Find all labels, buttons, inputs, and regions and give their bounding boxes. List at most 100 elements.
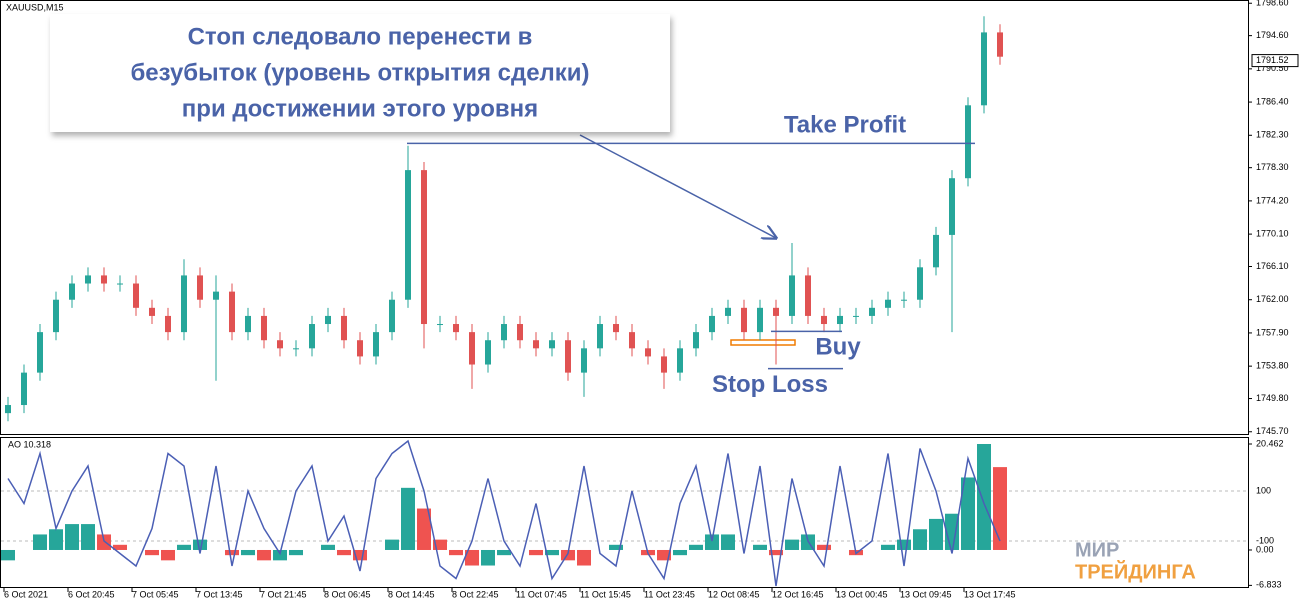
x-tick-label: 7 Oct 21:45 — [260, 589, 307, 599]
y-tick-label: 20.462 — [1256, 438, 1284, 448]
ao-bar — [465, 549, 479, 566]
y-tick-label: 1753.80 — [1256, 361, 1289, 371]
ao-bar — [241, 549, 255, 556]
y-tick-label: 1749.80 — [1256, 393, 1289, 403]
candle-body — [549, 340, 555, 349]
ao-bar — [481, 549, 495, 566]
candle-body — [421, 170, 427, 325]
level-label: Take Profit — [784, 112, 906, 139]
y-tick-label: 1762.00 — [1256, 294, 1289, 304]
candle-body — [821, 315, 827, 325]
main-frame — [0, 0, 1249, 435]
candle-body — [677, 348, 683, 373]
ao-bar — [657, 549, 671, 561]
ao-bar — [785, 539, 799, 550]
ao-bar — [417, 508, 431, 550]
candle-body — [325, 315, 331, 325]
candle-body — [613, 324, 619, 333]
arrow — [579, 134, 776, 238]
candle-body — [933, 234, 939, 268]
candle-body — [869, 307, 875, 316]
candle-body — [533, 340, 539, 349]
level-label: Buy — [815, 334, 861, 361]
ao-bar — [721, 534, 735, 550]
x-tick-label: 13 Oct 09:45 — [900, 589, 952, 599]
x-tick-label: 12 Oct 08:45 — [708, 589, 760, 599]
ao-bar — [289, 549, 303, 556]
ao-bar — [449, 549, 463, 556]
entry-box — [730, 339, 796, 346]
x-tick-label: 8 Oct 14:45 — [388, 589, 435, 599]
ao-bar — [817, 544, 831, 550]
candle-body — [917, 267, 923, 300]
callout-line: при достижении этого уровня — [182, 95, 538, 122]
candle-body — [453, 324, 459, 333]
y2-tick-label: 100 — [1256, 485, 1271, 495]
candle-body — [805, 275, 811, 316]
ao-bar — [897, 539, 911, 550]
candle-body — [885, 299, 891, 308]
candle-body — [629, 332, 635, 349]
candle-body — [981, 32, 987, 106]
ao-bar — [401, 487, 415, 550]
x-tick-label: 7 Oct 13:45 — [196, 589, 243, 599]
candle-body — [261, 315, 267, 341]
y2-tick-label: -100 — [1256, 535, 1274, 545]
ao-bar — [1, 549, 15, 561]
ao-bar — [81, 524, 95, 550]
candle-body — [965, 105, 971, 179]
y-tick-label: -6.833 — [1256, 580, 1282, 590]
ao-bar — [273, 549, 287, 561]
ao-bar — [689, 544, 703, 550]
candle-body — [373, 332, 379, 357]
candle-body — [21, 372, 27, 406]
ao-bar — [705, 534, 719, 550]
y-tick-label: 1766.10 — [1256, 261, 1289, 271]
watermark: ТРЕЙДИНГА — [1075, 559, 1196, 583]
ao-bar — [929, 518, 943, 550]
candle-body — [581, 348, 587, 373]
candle-body — [949, 178, 955, 235]
candle-body — [197, 275, 203, 300]
x-tick-label: 7 Oct 05:45 — [132, 589, 179, 599]
candle-body — [485, 340, 491, 365]
candle-body — [597, 324, 603, 349]
ao-bar — [337, 549, 351, 556]
ao-bar — [353, 549, 367, 561]
candle-body — [229, 291, 235, 333]
candle-body — [789, 275, 795, 316]
ao-bar — [113, 544, 127, 550]
candle-body — [757, 307, 763, 333]
y-tick-label: 1770.10 — [1256, 228, 1289, 238]
ao-bar — [977, 443, 991, 550]
watermark: МИР — [1075, 539, 1119, 561]
ao-bar — [225, 549, 239, 556]
candle-body — [357, 340, 363, 357]
ao-bar — [769, 549, 783, 556]
ao-bar — [561, 549, 575, 561]
x-tick-label: 12 Oct 16:45 — [772, 589, 824, 599]
ao-title: AO 10.318 — [8, 439, 51, 449]
ao-bar — [545, 549, 559, 556]
candle-body — [117, 283, 123, 285]
candle-body — [149, 307, 155, 316]
candle-body — [853, 315, 859, 317]
y-tick-label: 1786.40 — [1256, 96, 1289, 106]
y-tick-label: 0.00 — [1256, 544, 1274, 554]
candle-body — [469, 332, 475, 365]
candle-body — [181, 275, 187, 333]
candle-body — [901, 299, 907, 301]
candle-body — [5, 405, 11, 414]
x-tick-label: 6 Oct 20:45 — [68, 589, 115, 599]
candle-body — [773, 307, 779, 316]
candle-body — [165, 315, 171, 333]
ao-bar — [65, 524, 79, 550]
candle-body — [293, 348, 299, 350]
candle-body — [101, 275, 107, 284]
y-tick-label: 1745.70 — [1256, 426, 1289, 436]
candle-body — [309, 324, 315, 349]
ao-bar — [609, 544, 623, 550]
candle-body — [69, 283, 75, 300]
y-tick-label: 1757.90 — [1256, 327, 1289, 337]
